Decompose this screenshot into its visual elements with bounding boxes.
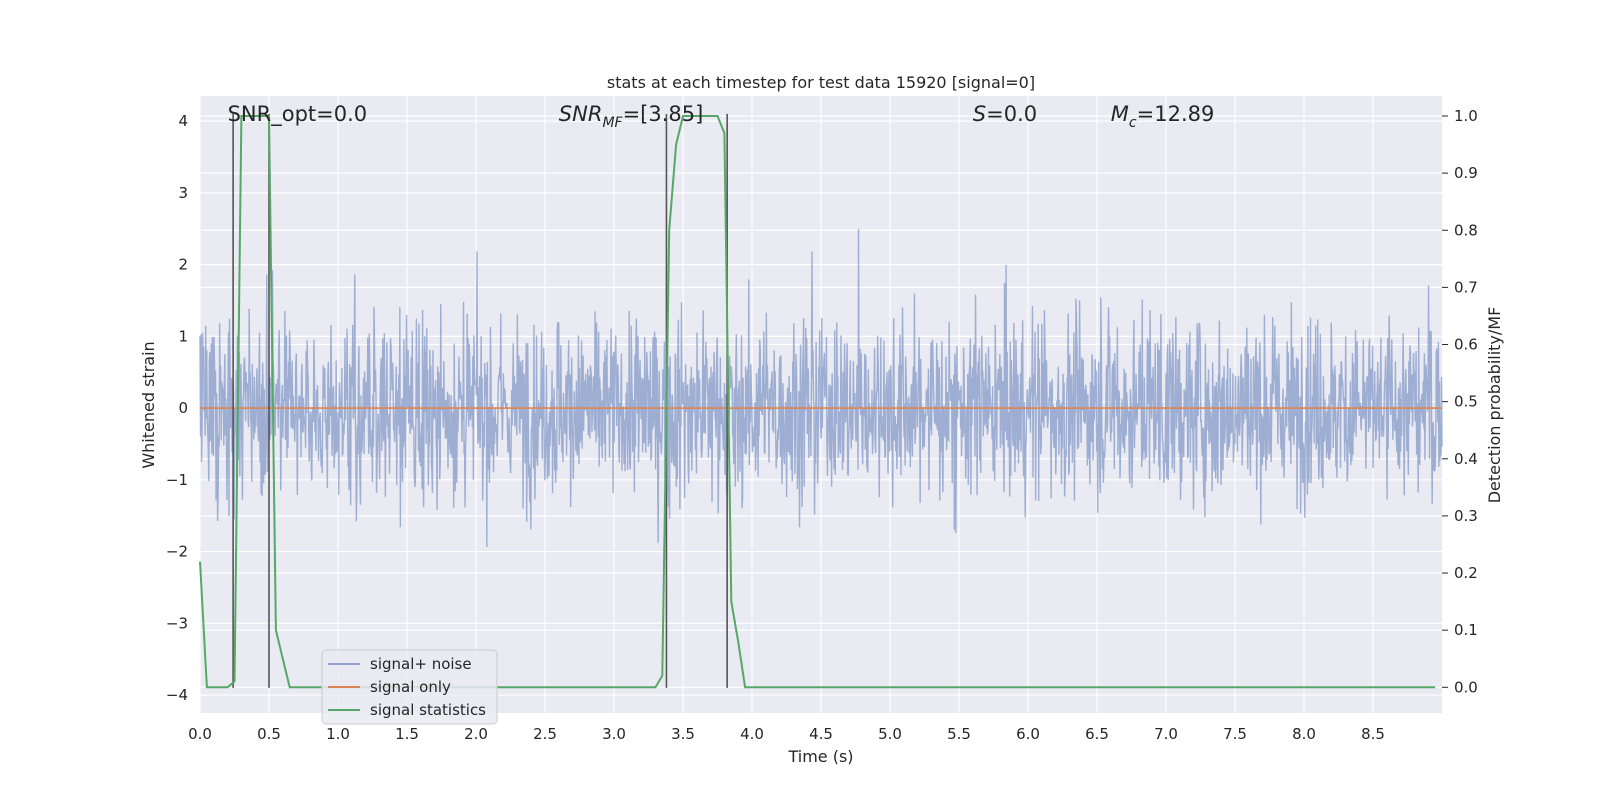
y2-axis-label: Detection probability/MF: [1485, 307, 1504, 504]
y-tick-label: 4: [178, 112, 188, 130]
series-signal-statistics: [199, 115, 1436, 689]
x-tick-label: 8.0: [1292, 725, 1316, 743]
y-tick-label: −4: [166, 686, 188, 704]
y-axis-ticks: −4 −3 −2 −1 0 1 2 3 4: [166, 112, 188, 704]
legend: signal+ noise signal only signal statistic…: [321, 649, 498, 725]
y-axis-label: Whitened strain: [139, 341, 158, 468]
y2-tick-label: 0.2: [1454, 564, 1478, 582]
x-tick-label: 0.5: [257, 725, 281, 743]
x-tick-label: 4.0: [740, 725, 764, 743]
legend-label: signal only: [370, 678, 451, 696]
y-tick-label: −3: [166, 614, 188, 632]
signal-statistics-line: [199, 115, 1436, 689]
x-tick-label: 7.0: [1154, 725, 1178, 743]
x-tick-label: 5.0: [878, 725, 902, 743]
chart-title: stats at each timestep for test data 159…: [607, 73, 1035, 92]
series-signal-noise: [199, 228, 1443, 547]
x-tick-label: 7.5: [1223, 725, 1247, 743]
y2-tick-label: 0.9: [1454, 164, 1478, 182]
y2-tick-label: 1.0: [1454, 107, 1478, 125]
y2-tick-label: 0.6: [1454, 336, 1478, 354]
x-tick-label: 5.5: [947, 725, 971, 743]
x-axis-label: Time (s): [787, 747, 853, 766]
x-tick-label: 8.5: [1361, 725, 1385, 743]
x-tick-label: 2.5: [533, 725, 557, 743]
y2-tick-label: 0.3: [1454, 507, 1478, 525]
annotation-s-value: S=0.0: [973, 102, 1037, 126]
legend-label: signal statistics: [370, 701, 486, 719]
x-axis-ticks: 0.0 0.5 1.0 1.5 2.0 2.5 3.0 3.5 4.0 4.5 5.0 5.5 6.0 6…: [188, 725, 1385, 743]
x-tick-label: 0.0: [188, 725, 212, 743]
legend-box: [321, 649, 498, 725]
annotation-snr-opt: SNR_opt=0.0: [228, 102, 368, 127]
x-tick-label: 4.5: [809, 725, 833, 743]
y-tick-label: 0: [178, 399, 188, 417]
y-tick-label: 2: [178, 256, 188, 274]
x-tick-label: 1.0: [326, 725, 350, 743]
y2-tick-label: 0.5: [1454, 393, 1478, 411]
annotation-mc-value: Mc=12.89: [1111, 102, 1215, 131]
x-tick-label: 3.5: [671, 725, 695, 743]
y2-tick-label: 0.7: [1454, 278, 1478, 296]
y-tick-label: −1: [166, 471, 188, 489]
annotations: SNR_opt=0.0 SNRMF=[3.85] S=0.0 Mc=12.89: [228, 102, 1215, 131]
x-tick-label: 6.5: [1085, 725, 1109, 743]
x-tick-label: 2.0: [464, 725, 488, 743]
y2-tick-label: 0.0: [1454, 678, 1478, 696]
x-tick-label: 3.0: [602, 725, 626, 743]
y2-axis-ticks: 0.0 0.1 0.2 0.3 0.4 0.5 0.6 0.7 0.8 0.9 1.0: [1442, 107, 1478, 696]
x-tick-label: 6.0: [1016, 725, 1040, 743]
x-tick-label: 1.5: [395, 725, 419, 743]
y-tick-label: 1: [178, 327, 188, 345]
y2-tick-label: 0.1: [1454, 621, 1478, 639]
legend-label: signal+ noise: [370, 655, 472, 673]
y-tick-label: −2: [166, 543, 188, 561]
y2-tick-label: 0.8: [1454, 221, 1478, 239]
annotation-snr-mf: SNRMF=[3.85]: [559, 102, 704, 131]
y-tick-label: 3: [178, 184, 188, 202]
noise-line: [199, 228, 1443, 547]
y2-tick-label: 0.4: [1454, 450, 1478, 468]
